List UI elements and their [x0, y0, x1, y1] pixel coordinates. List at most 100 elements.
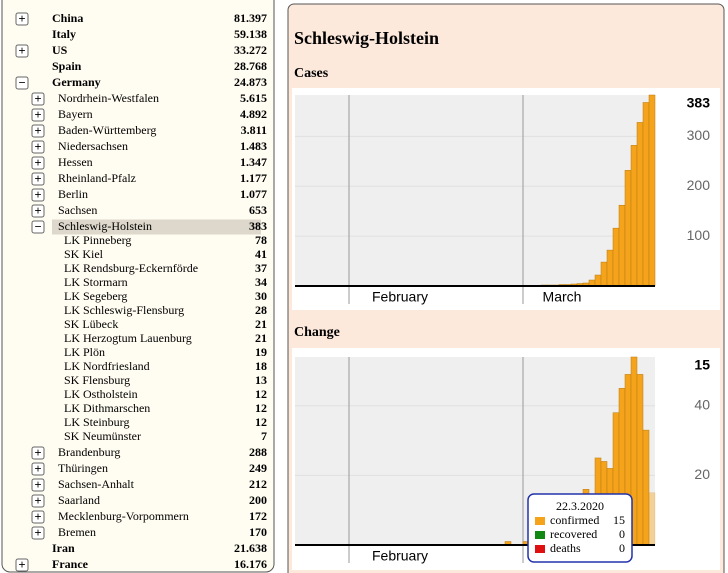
row-value: 81.397 [234, 11, 267, 25]
row-label[interactable]: LK Herzogtum Lauenburg [64, 331, 192, 345]
current-value: 15 [694, 357, 710, 373]
toggle-symbol[interactable]: + [34, 510, 41, 524]
row-label[interactable]: SK Kiel [64, 247, 104, 261]
row-label[interactable]: Niedersachsen [58, 139, 128, 153]
toggle-box[interactable] [31, 494, 45, 508]
row-label[interactable]: Baden-Württemberg [58, 123, 156, 137]
row-value: 21.638 [234, 541, 267, 555]
x-tick-label: February [372, 289, 428, 305]
toggle-symbol[interactable]: + [34, 124, 41, 138]
tooltip-value: 0 [619, 541, 625, 555]
row-label[interactable]: LK Plön [64, 345, 105, 359]
toggle-symbol[interactable]: + [18, 12, 25, 26]
row-label[interactable]: SK Neumünster [64, 429, 141, 443]
row-label[interactable]: Germany [52, 75, 101, 89]
toggle-symbol[interactable]: + [34, 526, 41, 540]
row-label[interactable]: US [52, 43, 68, 57]
row-label[interactable]: SK Flensburg [64, 373, 130, 387]
row-label[interactable]: LK Rendsburg-Eckernförde [64, 261, 198, 275]
row-value: 28.768 [234, 59, 267, 73]
tooltip-value: 15 [613, 513, 625, 527]
toggle-box[interactable] [31, 478, 45, 492]
toggle-symbol[interactable]: + [34, 108, 41, 122]
toggle-box[interactable] [31, 140, 45, 154]
row-value: 59.138 [234, 27, 267, 41]
row-label[interactable]: France [52, 557, 89, 571]
toggle-symbol[interactable]: + [18, 44, 25, 58]
row-value: 172 [249, 509, 267, 523]
toggle-box[interactable] [31, 156, 45, 170]
row-label[interactable]: LK Pinneberg [64, 233, 131, 247]
row-label[interactable]: Sachsen [58, 203, 97, 217]
row-label[interactable]: Bremen [58, 525, 96, 539]
row-label[interactable]: Nordrhein-Westfalen [58, 91, 159, 105]
tree-panel [1, 0, 275, 573]
y-tick-label: 100 [687, 227, 711, 243]
row-label[interactable]: SK Lübeck [64, 317, 118, 331]
toggle-symbol[interactable]: − [34, 220, 41, 234]
legend-label: confirmed [550, 513, 599, 527]
toggle-symbol[interactable]: − [18, 76, 25, 90]
toggle-box[interactable] [31, 510, 45, 524]
toggle-symbol[interactable]: + [18, 558, 25, 572]
toggle-box[interactable] [15, 558, 29, 572]
row-label[interactable]: Italy [52, 27, 76, 41]
row-label[interactable]: Bayern [58, 107, 93, 121]
toggle-symbol[interactable]: + [34, 156, 41, 170]
toggle-box[interactable] [31, 446, 45, 460]
toggle-box[interactable] [31, 172, 45, 186]
row-label[interactable]: LK Ostholstein [64, 387, 138, 401]
row-label[interactable]: LK Nordfriesland [64, 359, 150, 373]
toggle-symbol[interactable]: + [34, 172, 41, 186]
row-label[interactable]: Hessen [58, 155, 93, 169]
toggle-box[interactable] [31, 220, 45, 234]
row-label[interactable]: Saarland [58, 493, 100, 507]
row-value: 1.483 [240, 139, 267, 153]
toggle-symbol[interactable]: + [34, 494, 41, 508]
row-label[interactable]: Spain [52, 59, 82, 73]
row-value: 288 [249, 445, 267, 459]
row-label[interactable]: Mecklenburg-Vorpommern [58, 509, 189, 523]
row-value: 1.177 [240, 171, 267, 185]
toggle-symbol[interactable]: + [34, 446, 41, 460]
row-label[interactable]: China [52, 11, 83, 25]
row-value: 3.811 [241, 123, 267, 137]
x-tick-label: February [372, 548, 428, 564]
row-label[interactable]: Iran [52, 541, 75, 555]
row-label[interactable]: Berlin [58, 187, 88, 201]
toggle-symbol[interactable]: + [34, 478, 41, 492]
toggle-box[interactable] [31, 124, 45, 138]
row-label[interactable]: Brandenburg [58, 445, 120, 459]
row-value: 12 [255, 401, 267, 415]
bar [642, 102, 650, 287]
toggle-box[interactable] [31, 188, 45, 202]
toggle-box[interactable] [15, 44, 29, 58]
row-label[interactable]: Schleswig-Holstein [58, 219, 152, 233]
toggle-symbol[interactable]: + [34, 140, 41, 154]
row-label[interactable]: LK Schleswig-Flensburg [64, 303, 184, 317]
row-value: 78 [255, 233, 267, 247]
y-tick-label: 20 [694, 466, 710, 482]
toggle-symbol[interactable]: + [34, 204, 41, 218]
row-value: 16.176 [234, 557, 267, 571]
toggle-box[interactable] [15, 76, 29, 90]
toggle-symbol[interactable]: + [34, 92, 41, 106]
row-label[interactable]: LK Segeberg [64, 289, 127, 303]
row-label[interactable]: LK Steinburg [64, 415, 129, 429]
toggle-box[interactable] [15, 12, 29, 26]
bar [648, 94, 656, 287]
tooltip-value: 0 [619, 527, 625, 541]
toggle-box[interactable] [31, 92, 45, 106]
toggle-symbol[interactable]: + [34, 462, 41, 476]
toggle-symbol[interactable]: + [34, 188, 41, 202]
row-label[interactable]: LK Stormarn [64, 275, 128, 289]
row-value: 4.892 [240, 107, 267, 121]
row-label[interactable]: Thüringen [58, 461, 108, 475]
row-label[interactable]: LK Dithmarschen [64, 401, 150, 415]
toggle-box[interactable] [31, 204, 45, 218]
row-label[interactable]: Sachsen-Anhalt [58, 477, 135, 491]
toggle-box[interactable] [31, 526, 45, 540]
toggle-box[interactable] [31, 108, 45, 122]
toggle-box[interactable] [31, 462, 45, 476]
row-label[interactable]: Rheinland-Pfalz [58, 171, 136, 185]
